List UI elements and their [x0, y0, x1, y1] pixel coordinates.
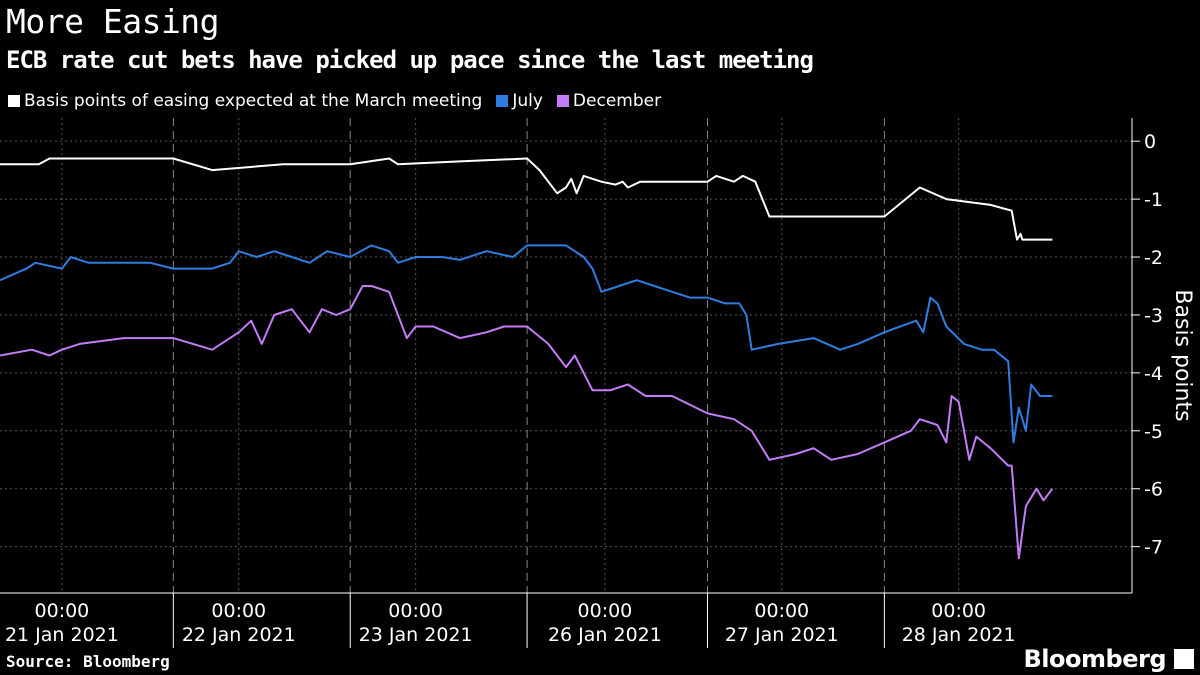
- x-tick-label-date: 23 Jan 2021: [359, 624, 473, 646]
- legend-label-march: Basis points of easing expected at the M…: [24, 91, 483, 111]
- x-tick-label-time: 00:00: [388, 600, 443, 622]
- y-tick-label: -3: [1144, 305, 1163, 327]
- y-axis-label: Basis points: [1170, 289, 1195, 421]
- x-tick-label-time: 00:00: [35, 600, 90, 622]
- x-tick-label-date: 27 Jan 2021: [725, 624, 839, 646]
- series-line-march: [0, 157, 1053, 241]
- bloomberg-logo: Bloomberg: [1023, 645, 1167, 673]
- x-tick-label-time: 00:00: [211, 600, 266, 622]
- x-tick-label-date: 21 Jan 2021: [5, 624, 119, 646]
- legend-swatch-december: [556, 95, 569, 107]
- y-tick-label: -5: [1144, 421, 1163, 443]
- chart-subtitle: ECB rate cut bets have picked up pace si…: [6, 46, 814, 74]
- x-tick-label-date: 28 Jan 2021: [902, 624, 1016, 646]
- source-note: Source: Bloomberg: [6, 652, 170, 671]
- x-tick-label-time: 00:00: [754, 600, 809, 622]
- x-tick-label-time: 00:00: [931, 600, 986, 622]
- x-tick-label-date: 26 Jan 2021: [548, 624, 662, 646]
- y-tick-label: 0: [1144, 131, 1156, 153]
- y-tick-label: -1: [1144, 189, 1163, 211]
- x-tick-label-time: 00:00: [578, 600, 633, 622]
- legend-swatch-july: [496, 95, 509, 107]
- chart-title: More Easing: [6, 2, 220, 41]
- legend-item-july: July: [496, 91, 543, 111]
- legend-item-december: December: [556, 91, 662, 111]
- chart-legend: Basis points of easing expected at the M…: [8, 91, 661, 111]
- series-line-july: [0, 244, 1053, 444]
- bloomberg-mark-icon: [1174, 649, 1194, 669]
- legend-item-march: Basis points of easing expected at the M…: [8, 91, 482, 111]
- y-tick-label: -7: [1144, 537, 1163, 559]
- y-tick-label: -2: [1144, 247, 1163, 269]
- series-line-december: [0, 285, 1054, 560]
- x-tick-label-date: 22 Jan 2021: [182, 624, 296, 646]
- legend-swatch-march: [8, 95, 20, 107]
- legend-label-december: December: [572, 91, 662, 111]
- y-tick-label: -4: [1144, 363, 1163, 385]
- legend-label-july: July: [512, 91, 543, 111]
- y-tick-label: -6: [1144, 479, 1163, 501]
